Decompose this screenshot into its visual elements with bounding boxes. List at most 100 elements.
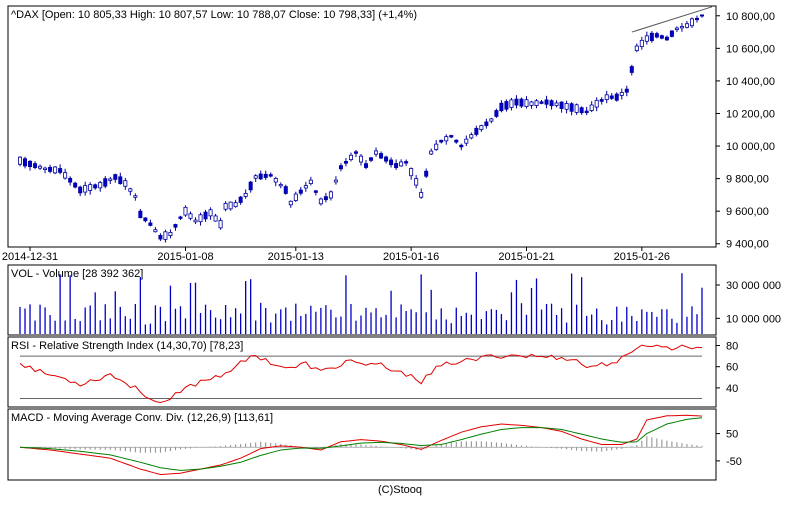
price-candle-body [193, 219, 198, 223]
price-ytick-label: 9 400,00 [726, 239, 769, 251]
price-candle-body [629, 66, 634, 73]
price-candle-body [113, 174, 118, 180]
price-candle-body [133, 195, 138, 198]
price-candle-body [83, 185, 88, 193]
price-candle-body [394, 163, 399, 169]
price-trendline [631, 6, 713, 33]
volume-panel: VOL - Volume [28 392 362] 10 000 000 30 00… [7, 264, 781, 336]
price-candle-body [700, 14, 705, 17]
price-candle-body [679, 26, 684, 29]
price-candle-body [223, 202, 228, 210]
price-candle-body [369, 157, 374, 161]
price-candle-body [554, 102, 559, 106]
price-candle-body [499, 102, 504, 112]
price-candle-body [664, 36, 669, 41]
price-ytick-label: 10 000,00 [726, 141, 775, 153]
price-candle-body [298, 189, 303, 194]
price-candle-body [639, 39, 644, 47]
price-candle-body [158, 235, 163, 240]
price-candle-body [68, 177, 73, 183]
price-candle-body [213, 215, 218, 222]
price-candle-body [474, 127, 479, 135]
price-candle-body [449, 135, 454, 138]
rsi-ytick-label: 80 [726, 340, 738, 352]
price-candle-body [529, 101, 534, 106]
price-candle-body [579, 107, 584, 114]
price-candle-body [283, 186, 288, 194]
price-candle-body [524, 99, 529, 107]
price-candle-body [338, 165, 343, 170]
price-candle-body [489, 118, 494, 122]
price-candle-body [17, 156, 22, 165]
price-xtick-label: 2015-01-26 [614, 251, 670, 263]
price-candle-body [379, 153, 384, 159]
price-candle-body [253, 175, 258, 179]
price-candle-body [659, 35, 664, 39]
price-candle-body [108, 178, 113, 181]
price-candle-body [103, 178, 108, 187]
price-candle-body [589, 104, 594, 111]
price-candle-body [173, 224, 178, 228]
price-candle-body [634, 45, 639, 52]
price-candle-body [504, 101, 509, 110]
price-candle-body [358, 155, 363, 163]
price-candle-body [238, 196, 243, 203]
copyright-label: (C)Stooq [377, 484, 423, 496]
price-candle-body [98, 181, 103, 189]
price-candle-body [23, 158, 28, 167]
rsi-line [19, 344, 703, 404]
price-xtick-label: 2015-01-16 [383, 251, 439, 263]
price-candle-body [208, 209, 213, 217]
price-candle-body [258, 173, 263, 180]
price-candle-body [248, 181, 253, 191]
price-candle-body [429, 150, 434, 155]
price-candle-body [389, 159, 394, 166]
price-candle-body [574, 104, 579, 113]
macd-title: MACD - Moving Average Conv. Div. (12,26,… [11, 412, 273, 424]
price-candle-body [559, 101, 564, 109]
volume-ytick-label: 30 000 000 [726, 280, 781, 292]
price-candle-body [364, 163, 369, 168]
price-candle-body [594, 99, 599, 108]
price-candle-body [313, 190, 318, 193]
price-candle-body [343, 161, 348, 164]
price-candle-body [584, 110, 589, 114]
price-candle-body [599, 99, 604, 102]
price-candle-body [494, 110, 499, 117]
volume-title: VOL - Volume [28 392 362] [11, 268, 143, 280]
price-candle-body [539, 101, 544, 104]
volume-frame [7, 264, 717, 336]
price-candle-body [323, 196, 328, 201]
macd-ytick-label: -50 [726, 456, 742, 468]
price-candle-body [143, 217, 148, 222]
price-candle-body [459, 144, 464, 148]
price-candle-body [273, 178, 278, 183]
price-candle-body [28, 160, 33, 168]
price-candle-body [148, 222, 153, 226]
price-candle-body [138, 210, 143, 219]
price-candle-body [549, 100, 554, 107]
price-candle-body [198, 214, 203, 223]
macd-line [19, 414, 703, 476]
price-candle-body [178, 216, 183, 219]
price-xtick-label: 2015-01-08 [157, 251, 213, 263]
price-candle-body [469, 134, 474, 139]
price-candle-body [333, 179, 338, 183]
price-candle-body [374, 150, 379, 155]
price-candle-body [318, 198, 323, 205]
rsi-ytick-label: 60 [726, 362, 738, 374]
price-candle-body [203, 211, 208, 220]
price-panel: ^DAX [Open: 10 805,33 High: 10 807,57 Lo… [2, 5, 775, 263]
price-candle-body [479, 125, 484, 130]
price-candle-body [614, 93, 619, 101]
price-ytick-label: 9 600,00 [726, 206, 769, 218]
price-candle-body [399, 161, 404, 167]
price-candle-body [168, 231, 173, 236]
macd-panel: MACD - Moving Average Conv. Div. (12,26,… [7, 408, 742, 481]
price-candle-body [38, 165, 43, 169]
price-ytick-label: 10 800,00 [726, 11, 775, 23]
price-candle-body [649, 32, 654, 42]
price-candle-body [78, 186, 83, 194]
price-candle-body [263, 173, 268, 178]
